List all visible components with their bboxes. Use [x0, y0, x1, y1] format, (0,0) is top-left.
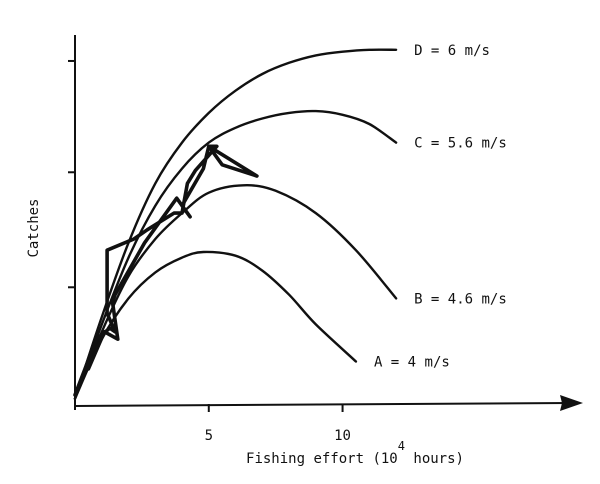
x-axis-label-main: Fishing effort (10: [246, 451, 398, 467]
axes: [74, 35, 583, 411]
x-axis: [74, 402, 571, 407]
observed-trajectory: [73, 144, 259, 397]
x-axis-label-suffix: hours): [405, 451, 464, 467]
series-line: [73, 250, 358, 400]
curves: A = 4 m/s B = 4.6 m/s C = 5.6 m/s D = 6 m/s: [73, 43, 507, 400]
series-label: C = 5.6 m/s: [414, 136, 507, 152]
series-label: D = 6 m/s: [414, 43, 490, 59]
x-tick-label: 5: [205, 428, 213, 444]
series-label: B = 4.6 m/s: [414, 291, 507, 307]
series-line: [73, 109, 398, 400]
x-axis-arrow: [560, 395, 583, 411]
x-tick-label: 10: [334, 428, 351, 444]
ticks: 5 10: [68, 59, 351, 444]
series-line: [73, 184, 398, 400]
observed-group: [73, 144, 259, 397]
y-axis-label: Catches: [26, 198, 42, 257]
series-label: A = 4 m/s: [374, 354, 450, 370]
x-axis-label-exponent: 4: [398, 439, 405, 453]
series-line: [73, 48, 398, 400]
labels: Catches Fishing effort (104 hours): [26, 198, 464, 467]
x-axis-label: Fishing effort (104 hours): [246, 439, 464, 467]
